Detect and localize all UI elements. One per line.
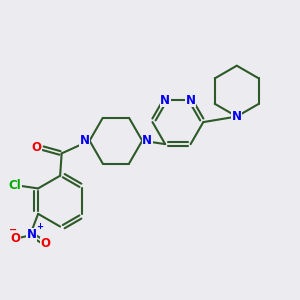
Text: N: N [80,134,90,147]
Text: N: N [160,94,170,106]
Text: O: O [32,141,41,154]
Text: Cl: Cl [8,179,21,193]
Text: O: O [41,237,51,250]
Text: O: O [11,232,21,245]
Text: +: + [37,222,44,231]
Text: N: N [142,134,152,147]
Text: N: N [27,228,37,242]
Text: N: N [186,94,196,106]
Text: N: N [232,110,242,123]
Text: −: − [9,225,17,235]
